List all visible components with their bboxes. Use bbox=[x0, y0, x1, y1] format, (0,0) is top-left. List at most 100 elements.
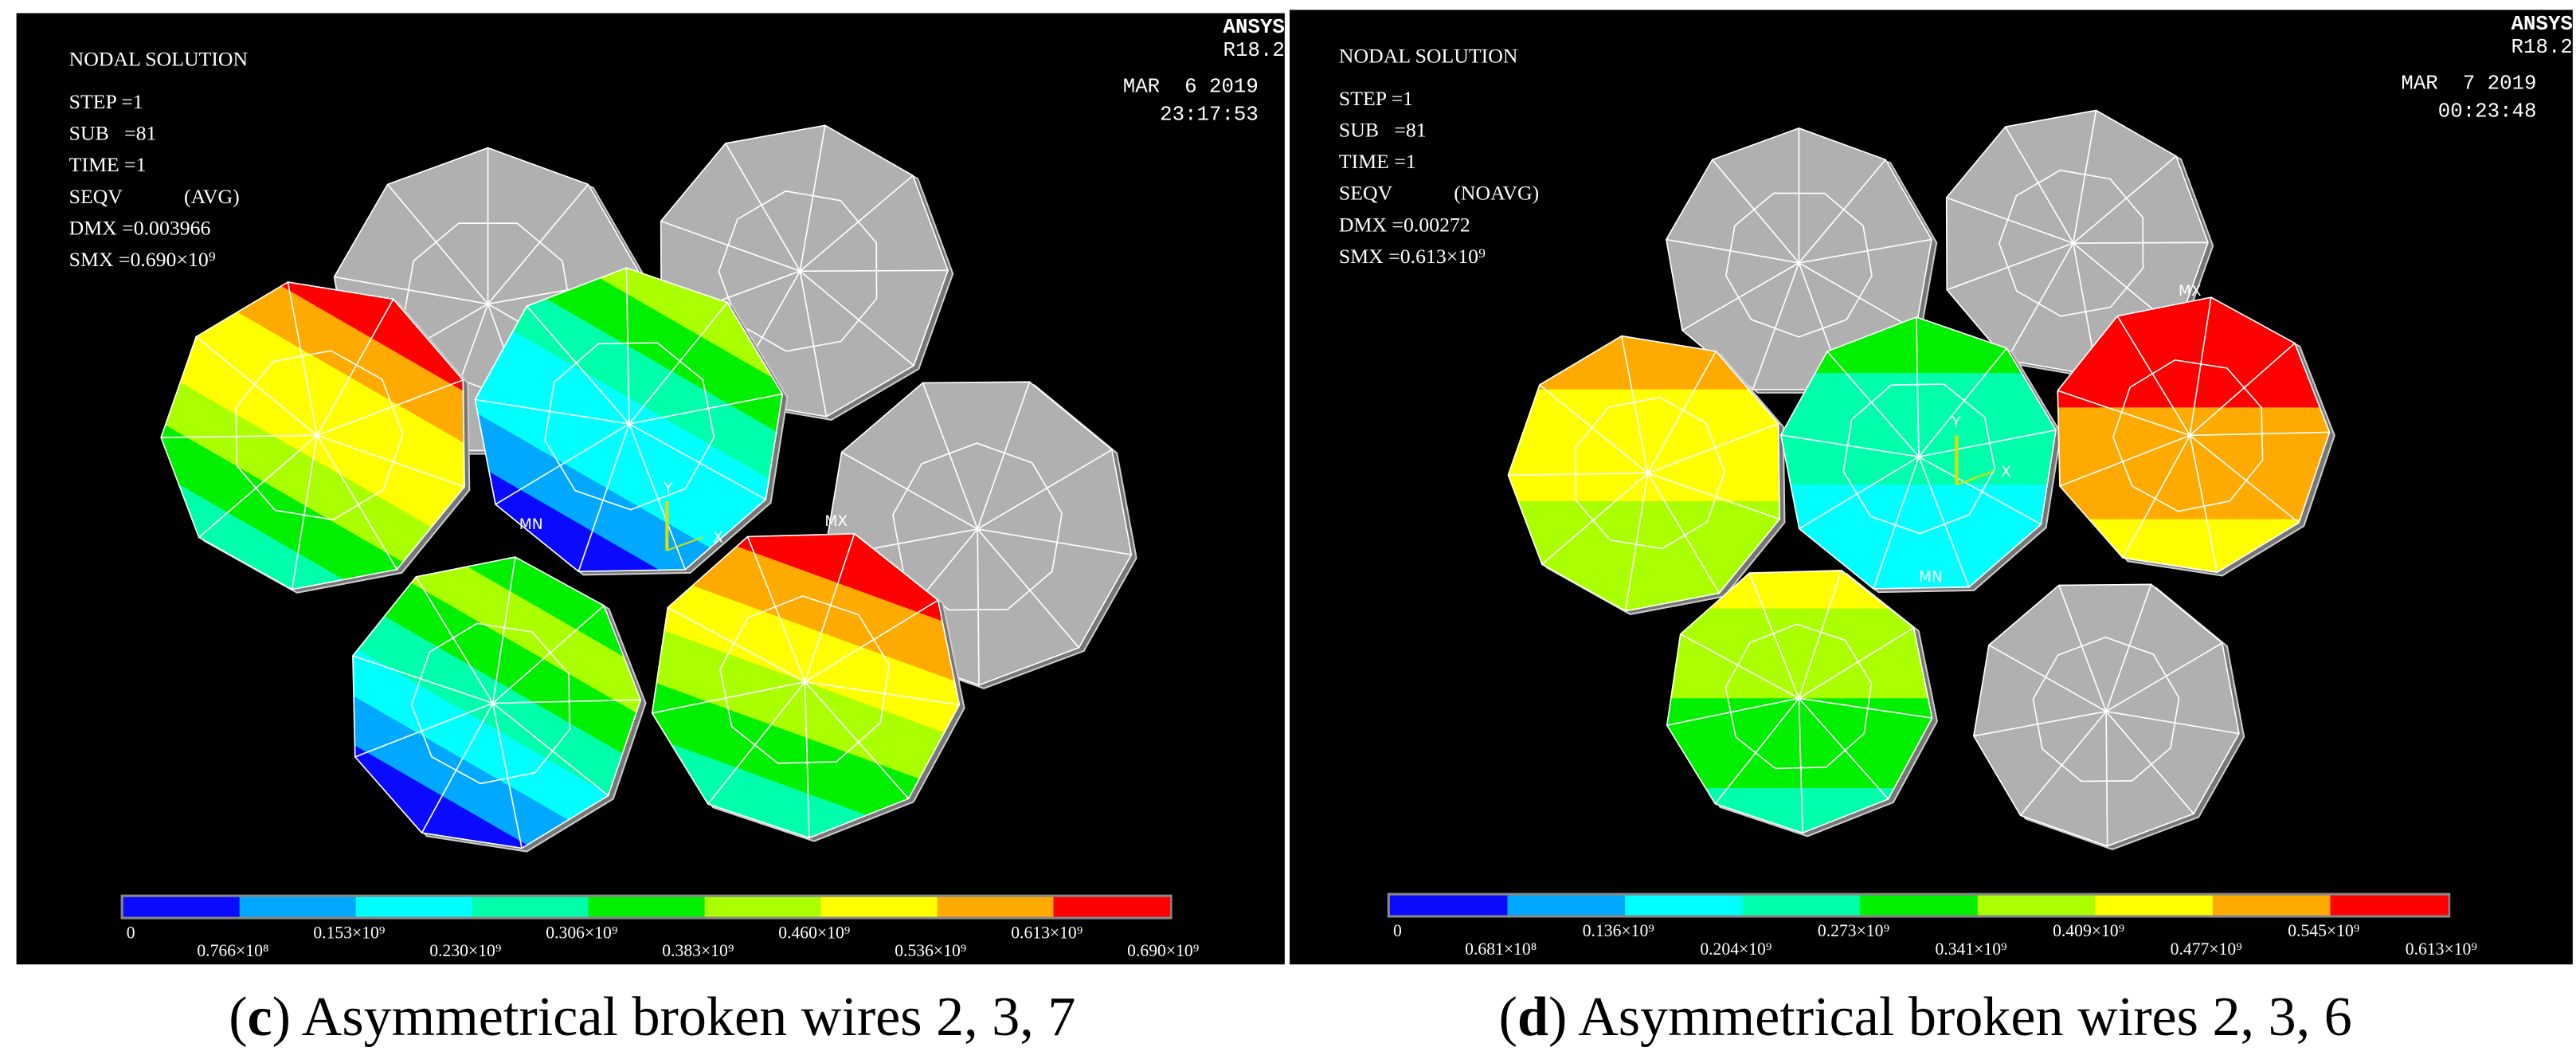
legend-label: 0.409×10⁹ bbox=[2053, 921, 2124, 940]
mesh-line bbox=[746, 536, 806, 682]
logo: ANSYS bbox=[1223, 16, 1285, 39]
legend-label: 0.204×10⁹ bbox=[1700, 939, 1771, 959]
mesh-line bbox=[799, 270, 914, 367]
legend-swatch bbox=[2330, 895, 2449, 916]
mesh-line bbox=[491, 703, 523, 849]
mesh-line bbox=[1624, 473, 1649, 611]
result-info: STEP =1 bbox=[69, 90, 143, 113]
stripe bbox=[389, 557, 641, 727]
stripe bbox=[652, 673, 942, 836]
stripe bbox=[352, 642, 618, 837]
mesh-line bbox=[652, 681, 805, 714]
legend-swatch bbox=[1860, 895, 1979, 916]
mesh-line bbox=[977, 528, 980, 685]
stripe bbox=[1780, 372, 2057, 430]
mesh-line bbox=[922, 382, 978, 530]
mesh-line bbox=[2059, 434, 2190, 487]
mesh-line bbox=[1748, 572, 1800, 699]
mesh-line bbox=[725, 143, 801, 272]
mesh-line bbox=[1946, 242, 2074, 291]
wire-outline bbox=[1666, 127, 1932, 390]
mesh-line bbox=[577, 423, 630, 572]
stripe bbox=[686, 533, 960, 641]
wire-outline bbox=[1666, 570, 1933, 834]
time: 23:17:53 bbox=[1160, 104, 1259, 127]
result-info: TIME =1 bbox=[69, 153, 147, 176]
result-info: SMX =0.613×10⁹ bbox=[1339, 245, 1486, 268]
legend-label: 0.613×10⁹ bbox=[1011, 923, 1082, 942]
legend-swatch bbox=[1977, 895, 2096, 916]
stripe bbox=[520, 268, 783, 449]
mesh-line bbox=[526, 305, 630, 425]
legend-label: 0.460×10⁹ bbox=[778, 923, 850, 942]
version: R18.2 bbox=[1223, 39, 1285, 62]
mesh-line bbox=[1799, 697, 1932, 719]
stripe bbox=[1666, 742, 1932, 788]
wire-outline bbox=[352, 556, 642, 849]
mesh-line bbox=[316, 434, 398, 571]
node-marker: MN bbox=[519, 516, 543, 533]
mesh-line bbox=[841, 451, 978, 530]
wire-outline bbox=[474, 267, 784, 573]
stripe bbox=[1666, 607, 1932, 653]
stripe bbox=[1780, 484, 2057, 541]
stripe bbox=[208, 281, 465, 460]
time: 00:23:48 bbox=[2438, 100, 2537, 123]
mesh-line bbox=[2105, 710, 2240, 735]
mesh-line bbox=[1799, 627, 1914, 699]
mesh-line bbox=[628, 423, 687, 571]
legend-swatch bbox=[2212, 895, 2331, 916]
mesh-line bbox=[1873, 456, 1920, 590]
mesh-line bbox=[1539, 384, 1649, 474]
result-title: NODAL SOLUTION bbox=[69, 47, 249, 70]
mesh-line bbox=[2073, 241, 2209, 244]
mesh-line bbox=[1752, 262, 1800, 390]
mesh-line bbox=[977, 528, 1080, 649]
mesh-line bbox=[291, 435, 318, 590]
legend-label: 0.545×10⁹ bbox=[2288, 921, 2359, 940]
mesh-line bbox=[2190, 431, 2330, 437]
mesh-line bbox=[1680, 633, 1799, 700]
mesh-line bbox=[1647, 422, 1779, 474]
mesh-line bbox=[2019, 711, 2107, 816]
mesh-line bbox=[198, 434, 318, 538]
result-info: SUB =81 bbox=[1339, 119, 1427, 142]
legend-swatch bbox=[472, 896, 589, 917]
mesh-line bbox=[2006, 242, 2074, 361]
mesh-line bbox=[386, 183, 489, 304]
averaging: (NOAVG) bbox=[1454, 182, 1539, 205]
legend-swatch bbox=[1389, 895, 1509, 916]
stripe bbox=[1508, 388, 1780, 445]
panel: MN MX Y X NODAL SOLUTION STEP =1 SUB =81 TIME =… bbox=[16, 13, 1285, 1048]
mesh-line bbox=[492, 702, 609, 797]
result-info: DMX =0.00272 bbox=[1339, 213, 1470, 236]
mesh-line bbox=[1725, 192, 1873, 338]
mesh-line bbox=[287, 281, 318, 436]
mesh-line bbox=[2073, 110, 2097, 244]
legend-label: 0.477×10⁹ bbox=[2171, 939, 2242, 959]
stripe bbox=[2057, 462, 2330, 520]
mesh-line bbox=[805, 681, 960, 706]
stripe bbox=[475, 360, 761, 564]
legend-swatch bbox=[1507, 895, 1626, 916]
legend-label: 0.766×10⁸ bbox=[197, 941, 268, 960]
wire bbox=[1972, 583, 2245, 851]
mesh-line bbox=[1646, 351, 1717, 474]
legend-label: 0.153×10⁹ bbox=[313, 923, 385, 942]
mesh-line bbox=[667, 606, 806, 683]
mesh-line bbox=[1918, 347, 2007, 457]
mesh-line bbox=[161, 434, 318, 438]
legend-label: 0 bbox=[1393, 921, 1402, 940]
mesh-line bbox=[2189, 297, 2212, 436]
mesh-line bbox=[2105, 642, 2223, 712]
mesh-line bbox=[1666, 697, 1799, 726]
mesh-line bbox=[195, 335, 318, 437]
mesh-line bbox=[2004, 126, 2074, 244]
mesh-line bbox=[1541, 473, 1649, 565]
mesh-line bbox=[544, 342, 715, 511]
mesh-line bbox=[2105, 584, 2152, 712]
mesh-line bbox=[805, 599, 939, 683]
mesh-line bbox=[799, 271, 828, 417]
mesh-line bbox=[492, 699, 641, 704]
